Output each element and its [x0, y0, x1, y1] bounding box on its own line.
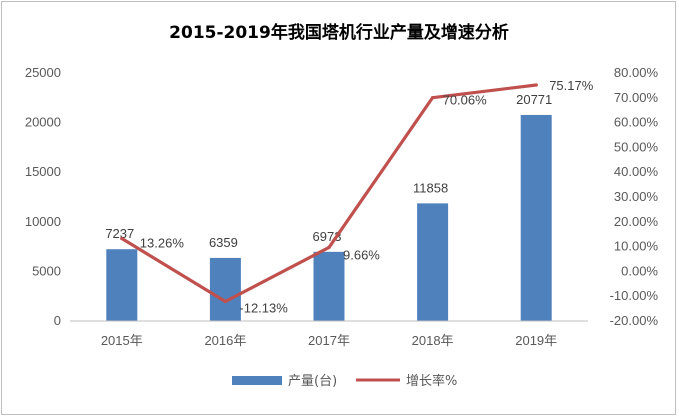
x-axis: 2015年 2016年 2017年 2018年 2019年 [70, 320, 588, 348]
bar-value-label: 7237 [105, 226, 134, 241]
line-value-labels: 13.26% -12.13% 9.66% 70.06% 75.17% [140, 78, 594, 316]
left-axis-tick-label: 20000 [25, 115, 61, 130]
growth-rate-point [431, 96, 435, 100]
bar-value-label: 11858 [413, 180, 448, 195]
right-axis-tick-label: 60.00% [614, 115, 659, 130]
right-axis-tick-label: 80.00% [614, 65, 659, 80]
right-axis-tick-label: 50.00% [614, 139, 659, 154]
bar-value-label: 20771 [516, 92, 552, 107]
right-axis-tick-label: -20.00% [610, 313, 659, 328]
right-axis-tick-label: 20.00% [614, 214, 659, 229]
left-axis-tick-label: 5000 [32, 263, 61, 278]
x-axis-tick-label: 2018年 [412, 333, 454, 348]
bar [520, 114, 552, 321]
legend-bar-label: 产量(台) [288, 374, 337, 389]
right-axis-tick-label: 30.00% [614, 189, 659, 204]
growth-rate-point [534, 83, 538, 87]
growth-rate-label: 75.17% [549, 78, 594, 93]
bar [313, 251, 345, 321]
x-axis-tick-label: 2015年 [101, 333, 143, 348]
bar [417, 203, 449, 321]
left-axis-tick-label: 0 [54, 313, 61, 328]
legend: 产量(台) 增长率% [232, 373, 457, 389]
x-axis-tick-label: 2017年 [308, 333, 350, 348]
growth-rate-label: 13.26% [140, 236, 185, 251]
growth-rate-point [120, 236, 124, 241]
left-axis: 0 5000 10000 15000 20000 25000 [25, 65, 61, 328]
chart-title: 2015-2019年我国塔机行业产量及增速分析 [169, 22, 509, 43]
left-axis-tick-label: 15000 [25, 164, 61, 179]
x-axis-tick-label: 2019年 [515, 333, 557, 348]
bar-series [106, 114, 552, 321]
right-axis-tick-label: 70.00% [614, 90, 659, 105]
legend-bar-swatch [232, 376, 282, 385]
right-axis-tick-label: -10.00% [610, 288, 659, 303]
bar [106, 249, 138, 321]
left-axis-tick-label: 10000 [25, 214, 61, 229]
left-axis-tick-label: 25000 [25, 65, 61, 80]
right-axis-tick-label: 10.00% [614, 239, 659, 254]
line-series [120, 83, 538, 304]
right-axis: -20.00% -10.00% 0.00% 10.00% 20.00% 30.00% 40.… [610, 65, 659, 328]
x-axis-tick-label: 2016年 [204, 333, 246, 348]
growth-rate-point [327, 245, 331, 250]
growth-rate-label: -12.13% [239, 300, 288, 315]
growth-rate-point [223, 299, 227, 304]
legend-line-label: 增长率% [406, 373, 457, 389]
right-axis-tick-label: 40.00% [614, 164, 659, 179]
growth-rate-label: 70.06% [443, 93, 488, 108]
growth-rate-label: 9.66% [343, 247, 380, 262]
bar [209, 257, 241, 321]
bar-value-label: 6359 [209, 235, 238, 250]
right-axis-tick-label: 0.00% [621, 263, 658, 278]
